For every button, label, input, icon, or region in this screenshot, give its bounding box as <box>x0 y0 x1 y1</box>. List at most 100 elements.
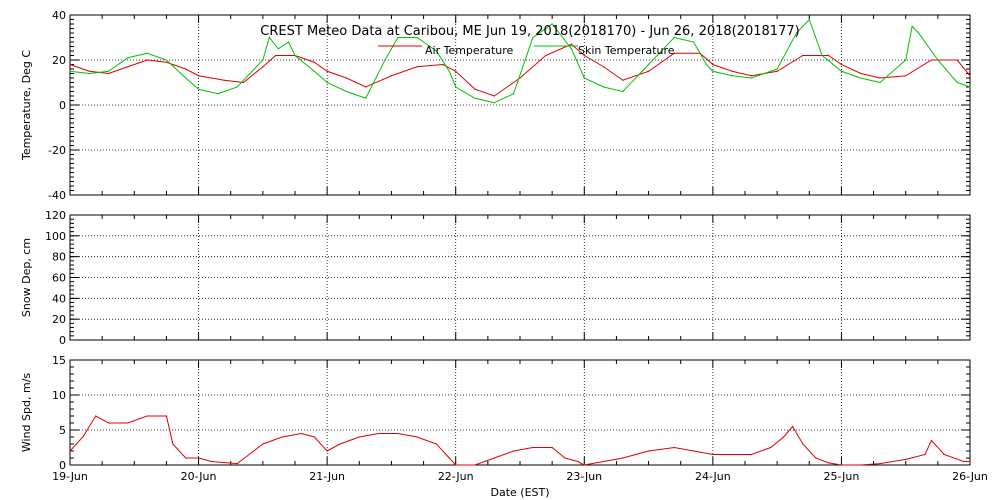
data-point <box>860 72 862 75</box>
chart-title: CREST Meteo Data at Caribou, ME Jun 19, … <box>260 24 799 39</box>
y-tick-label: 100 <box>45 230 66 243</box>
data-point <box>217 93 219 95</box>
y-axis-label: Snow Dep, cm <box>20 238 33 317</box>
data-point <box>493 95 495 97</box>
data-point <box>583 464 585 466</box>
data-point <box>802 443 804 445</box>
panel-frame <box>69 14 971 196</box>
data-point <box>88 72 90 75</box>
data-point <box>416 436 418 438</box>
data-point <box>692 450 695 452</box>
data-point <box>692 41 695 43</box>
data-point <box>146 52 148 54</box>
y-axis-label: Wind Spd, m/s <box>20 373 33 453</box>
data-point <box>583 54 585 57</box>
data-point <box>262 443 264 445</box>
data-point <box>532 36 534 39</box>
data-point <box>146 59 148 61</box>
data-point <box>750 453 753 456</box>
data-point <box>602 86 605 88</box>
data-point <box>969 86 971 88</box>
data-point <box>242 81 245 84</box>
data-point <box>397 36 399 39</box>
data-point <box>840 70 843 72</box>
y-tick-label: 0 <box>59 99 66 112</box>
data-point <box>905 458 907 460</box>
data-point <box>750 77 753 79</box>
data-point <box>827 54 830 57</box>
data-point <box>564 457 566 459</box>
data-point <box>442 63 444 66</box>
data-point <box>840 464 843 466</box>
data-point <box>448 70 450 72</box>
x-tick-label: 20-Jun <box>181 470 217 483</box>
data-point <box>313 436 315 438</box>
data-point <box>435 50 438 52</box>
data-point <box>416 36 418 39</box>
data-point <box>776 70 778 72</box>
data-point <box>474 97 476 99</box>
data-point <box>956 81 958 84</box>
data-point <box>146 415 148 417</box>
data-point <box>712 453 714 456</box>
y-tick-label: 60 <box>52 272 66 285</box>
y-tick-label: 80 <box>52 251 66 264</box>
data-point <box>712 63 714 66</box>
x-axis-label: Date (EST) <box>490 486 549 499</box>
data-point <box>731 453 733 456</box>
data-point <box>622 90 624 93</box>
data-point <box>808 18 810 21</box>
y-tick-label: 0 <box>59 459 66 472</box>
data-point <box>210 460 213 463</box>
data-point <box>107 72 110 75</box>
data-point <box>223 79 225 81</box>
data-point <box>860 77 862 79</box>
data-point <box>326 450 328 452</box>
data-point <box>185 68 187 70</box>
data-point <box>731 75 733 77</box>
data-point <box>911 25 913 27</box>
data-point <box>313 70 315 72</box>
data-point <box>197 75 200 77</box>
data-point <box>647 450 650 452</box>
data-point <box>277 48 279 50</box>
data-point <box>390 75 393 77</box>
data-point <box>731 70 733 72</box>
data-point <box>69 70 71 72</box>
x-tick-label: 19-Jun <box>52 470 88 483</box>
data-point <box>583 77 585 79</box>
data-point <box>281 436 283 438</box>
data-point <box>937 59 939 61</box>
data-point <box>69 63 71 66</box>
data-point <box>455 70 457 72</box>
data-point <box>924 453 926 456</box>
data-point <box>962 460 965 463</box>
data-point <box>815 457 817 459</box>
data-point <box>879 463 881 465</box>
data-point <box>879 77 881 79</box>
panel-frame <box>69 214 971 341</box>
data-point <box>545 54 547 57</box>
data-point <box>107 422 110 424</box>
data-point <box>512 93 515 95</box>
data-point <box>287 41 290 43</box>
y-tick-label: 20 <box>52 313 66 326</box>
panel-frame <box>69 359 971 466</box>
data-point <box>577 460 579 463</box>
data-point <box>435 443 438 445</box>
data-point <box>570 48 573 50</box>
data-point <box>69 450 71 452</box>
data-point <box>377 432 380 435</box>
data-point <box>82 436 84 438</box>
data-point <box>827 462 830 464</box>
x-tick-label: 21-Jun <box>309 470 345 483</box>
data-point <box>673 36 675 39</box>
y-tick-label: 40 <box>52 9 66 22</box>
data-point <box>345 77 348 79</box>
data-point <box>930 59 933 61</box>
data-point <box>88 70 90 72</box>
data-point <box>551 23 553 25</box>
y-tick-label: 120 <box>45 209 66 222</box>
